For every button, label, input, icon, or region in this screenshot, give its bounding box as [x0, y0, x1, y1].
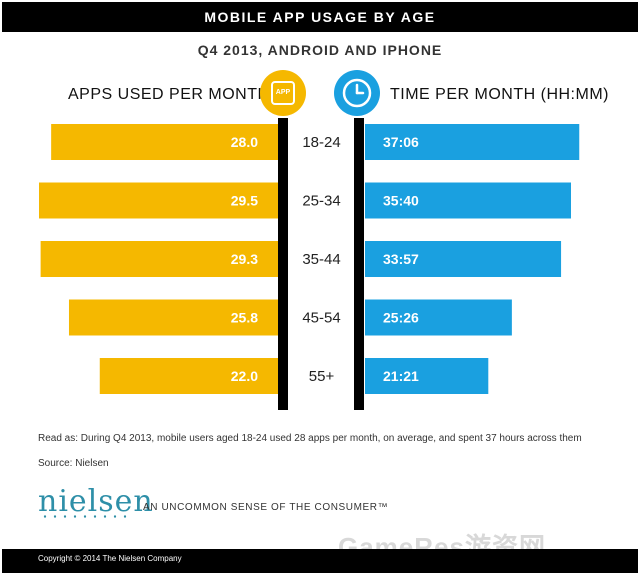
time-bar	[365, 358, 489, 394]
apps-data-label: 29.5	[231, 193, 258, 209]
source-note: Source: Nielsen	[38, 458, 109, 469]
app-icon-label: APP	[271, 81, 295, 105]
copyright-bar: Copyright © 2014 The Nielsen Company	[2, 549, 638, 573]
apps-data-label: 25.8	[231, 310, 258, 326]
copyright-text: Copyright © 2014 The Nielsen Company	[38, 554, 182, 563]
read-as-note: Read as: During Q4 2013, mobile users ag…	[38, 433, 582, 444]
apps-series-label: APPS USED PER MONTH	[68, 86, 270, 103]
chart-subtitle: Q4 2013, ANDROID AND IPHONE	[197, 42, 443, 58]
age-category-label: 35-44	[302, 251, 340, 268]
time-data-label: 33:57	[383, 251, 419, 267]
nielsen-logo: nielsen	[38, 484, 154, 519]
apps-bar	[40, 241, 279, 277]
time-data-label: 21:21	[383, 368, 419, 384]
tagline: AN UNCOMMON SENSE OF THE CONSUMER™	[143, 502, 389, 513]
apps-bar	[39, 182, 278, 219]
time-bar	[365, 299, 512, 336]
time-bar	[365, 182, 571, 219]
left-axis-bar	[278, 118, 288, 410]
butterfly-bar-chart: 28.0 37:06 18-24 29.5 35:40 25-34 29.3 33:57 35-…	[39, 118, 580, 410]
age-category-label: 55+	[309, 368, 335, 385]
time-series-label: TIME PER MONTH (HH:MM)	[390, 86, 609, 103]
apps-data-label: 29.3	[231, 251, 258, 267]
logo-dots	[40, 515, 128, 518]
time-bar	[365, 124, 580, 160]
time-data-label: 37:06	[383, 134, 419, 150]
time-data-label: 35:40	[383, 193, 419, 209]
app-icon: APP	[260, 70, 306, 116]
clock-icon	[334, 70, 380, 116]
time-bar	[365, 241, 562, 277]
apps-bar	[51, 124, 278, 160]
age-category-label: 18-24	[302, 134, 340, 151]
age-category-label: 45-54	[302, 310, 340, 327]
title-bar: MOBILE APP USAGE BY AGE	[2, 2, 638, 32]
apps-data-label: 28.0	[231, 134, 258, 150]
apps-bar	[99, 358, 278, 394]
time-data-label: 25:26	[383, 310, 419, 326]
right-axis-bar	[354, 118, 364, 410]
chart-title: MOBILE APP USAGE BY AGE	[204, 9, 436, 25]
apps-bar	[68, 299, 278, 336]
apps-data-label: 22.0	[231, 368, 258, 384]
age-category-label: 25-34	[302, 193, 340, 210]
